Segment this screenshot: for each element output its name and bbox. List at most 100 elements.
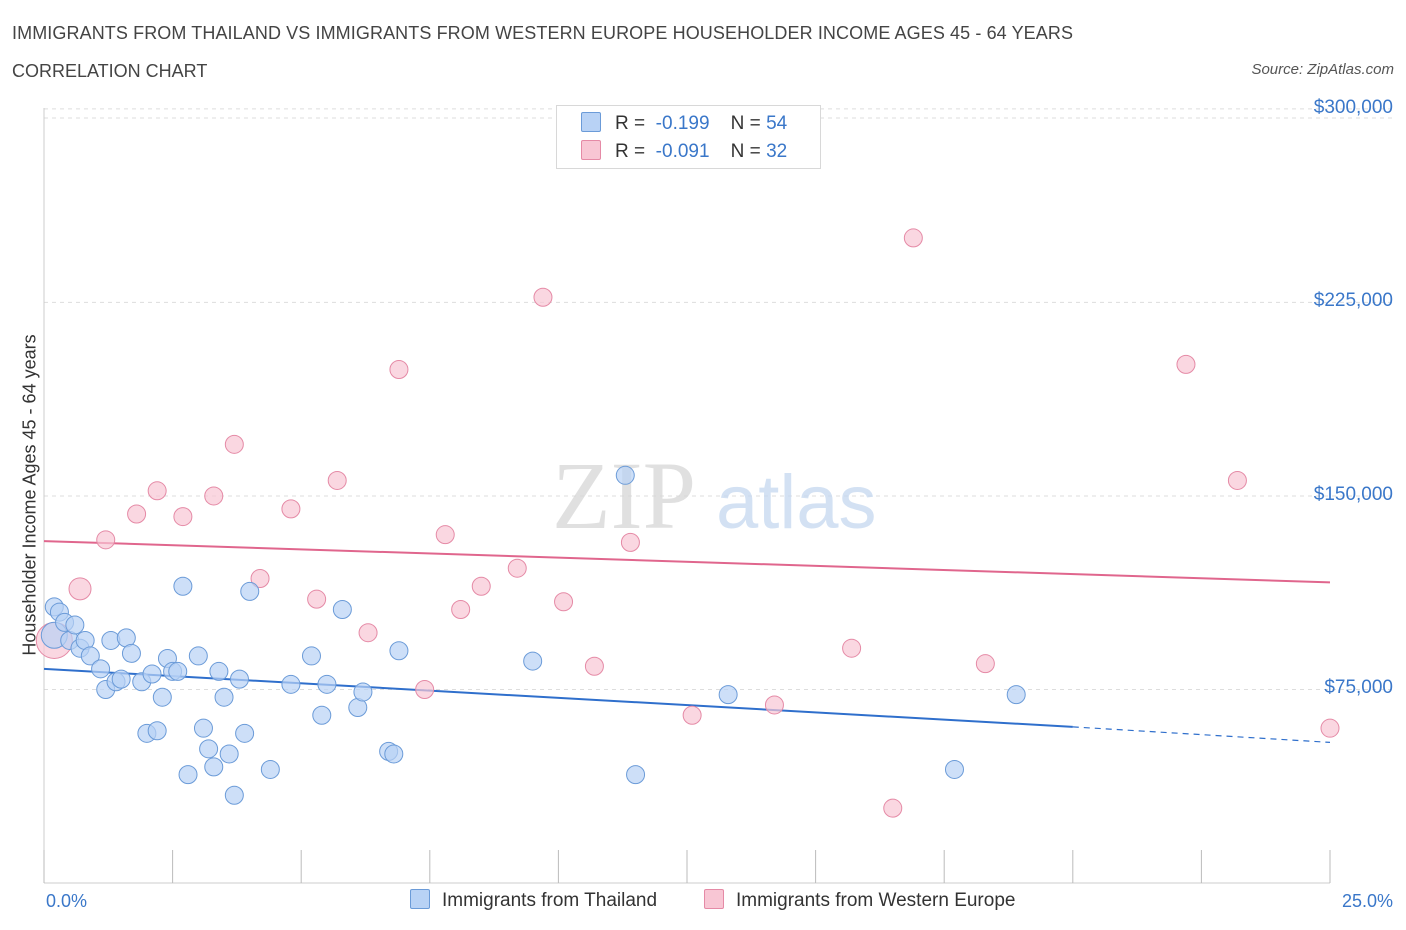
- point-thailand: [121, 643, 141, 663]
- point-western-europe: [358, 623, 378, 643]
- point-thailand: [718, 685, 738, 705]
- chart-title: IMMIGRANTS FROM THAILAND VS IMMIGRANTS F…: [12, 23, 1074, 43]
- point-thailand: [204, 757, 224, 777]
- point-thailand: [188, 646, 208, 666]
- point-western-europe: [842, 638, 862, 658]
- point-thailand: [626, 765, 646, 785]
- point-western-europe: [147, 481, 167, 501]
- point-western-europe: [507, 558, 527, 578]
- point-thailand: [178, 765, 198, 785]
- legend-swatch-western-europe: [581, 140, 601, 160]
- y-tick-label: $75,000: [1324, 677, 1393, 699]
- point-thailand: [65, 615, 85, 635]
- point-thailand: [91, 659, 111, 679]
- legend-r-value-western-europe: -0.091: [655, 141, 710, 162]
- point-thailand: [615, 465, 635, 485]
- axes: [43, 108, 1331, 884]
- point-western-europe: [451, 599, 471, 619]
- point-western-europe: [554, 592, 574, 612]
- legend-n-label: N =: [730, 113, 761, 134]
- point-western-europe: [584, 656, 604, 676]
- point-western-europe: [682, 705, 702, 725]
- series-legend-label-western-europe: Immigrants from Western Europe: [736, 890, 1016, 911]
- point-western-europe: [250, 569, 270, 589]
- trend-line-thailand: [43, 667, 1073, 728]
- legend-n-label: N =: [730, 141, 761, 162]
- point-western-europe: [204, 486, 224, 506]
- series-legend-swatch-thailand: [410, 889, 430, 909]
- point-western-europe: [975, 654, 995, 674]
- point-thailand: [1006, 685, 1026, 705]
- x-tick-label-start: 0.0%: [46, 891, 88, 911]
- point-thailand: [80, 646, 100, 666]
- series-legend-swatch-western-europe: [704, 889, 724, 909]
- series-legend-western-europe: Immigrants from Western Europe: [704, 889, 1015, 912]
- point-thailand: [142, 664, 162, 684]
- point-western-europe: [68, 577, 92, 601]
- point-thailand: [224, 785, 244, 805]
- point-thailand: [111, 669, 131, 689]
- point-western-europe: [389, 360, 409, 380]
- legend-r-label: R =: [615, 141, 646, 162]
- point-western-europe: [127, 504, 147, 524]
- x-tick-label-end: 25.0%: [1341, 891, 1393, 911]
- point-western-europe: [327, 470, 347, 490]
- point-thailand: [219, 744, 239, 764]
- watermark-zip: ZIP: [552, 442, 696, 549]
- point-thailand: [384, 744, 404, 764]
- point-western-europe: [281, 499, 301, 519]
- legend-n-value-thailand: 54: [766, 113, 788, 134]
- point-western-europe: [224, 434, 244, 454]
- point-thailand: [317, 674, 337, 694]
- point-western-europe: [415, 679, 435, 699]
- source-credit: Source: ZipAtlas.com: [1251, 61, 1394, 78]
- y-axis-label: Householder Income Ages 45 - 64 years: [19, 334, 40, 656]
- chart-subtitle: CORRELATION CHART: [12, 61, 208, 81]
- point-thailand: [281, 674, 301, 694]
- trend-line-thailand-extrapolated: [1072, 726, 1331, 743]
- legend-n-value-western-europe: 32: [766, 141, 788, 162]
- point-western-europe: [173, 507, 193, 527]
- legend-row-thailand: R = -0.199 N = 54: [581, 112, 787, 136]
- point-thailand: [193, 718, 213, 738]
- trend-line-western-europe: [43, 540, 1331, 584]
- point-western-europe: [903, 228, 923, 248]
- point-thailand: [173, 576, 193, 596]
- legend-r-label: R =: [615, 113, 646, 134]
- point-western-europe: [620, 532, 640, 552]
- point-western-europe: [1320, 718, 1340, 738]
- point-thailand: [214, 687, 234, 707]
- series-legend-label-thailand: Immigrants from Thailand: [442, 890, 658, 911]
- point-western-europe: [883, 798, 903, 818]
- point-western-europe: [471, 576, 491, 596]
- watermark: ZIP atlas: [552, 442, 877, 549]
- point-thailand: [235, 723, 255, 743]
- point-thailand: [332, 599, 352, 619]
- legend-swatch-thailand: [581, 112, 601, 132]
- y-tick-label: $225,000: [1313, 290, 1393, 312]
- stats-legend: R = -0.199 N = 54 R = -0.091 N = 32: [556, 105, 821, 169]
- legend-row-western-europe: R = -0.091 N = 32: [581, 140, 787, 164]
- point-western-europe: [307, 589, 327, 609]
- point-thailand: [240, 581, 260, 601]
- point-western-europe: [435, 525, 455, 545]
- series-legend-thailand: Immigrants from Thailand: [410, 889, 657, 912]
- point-thailand: [209, 661, 229, 681]
- point-western-europe: [1176, 354, 1196, 374]
- point-thailand: [152, 687, 172, 707]
- data-points: [35, 228, 1340, 818]
- grid-lines: [44, 108, 1395, 690]
- point-thailand: [199, 739, 219, 759]
- point-thailand: [944, 759, 964, 779]
- legend-r-value-thailand: -0.199: [655, 113, 710, 134]
- point-thailand: [389, 641, 409, 661]
- point-thailand: [168, 661, 188, 681]
- point-western-europe: [533, 287, 553, 307]
- point-thailand: [147, 721, 167, 741]
- watermark-atlas: atlas: [716, 460, 877, 545]
- point-western-europe: [764, 695, 784, 715]
- y-tick-label: $300,000: [1313, 96, 1393, 118]
- point-western-europe: [96, 530, 116, 550]
- point-thailand: [301, 646, 321, 666]
